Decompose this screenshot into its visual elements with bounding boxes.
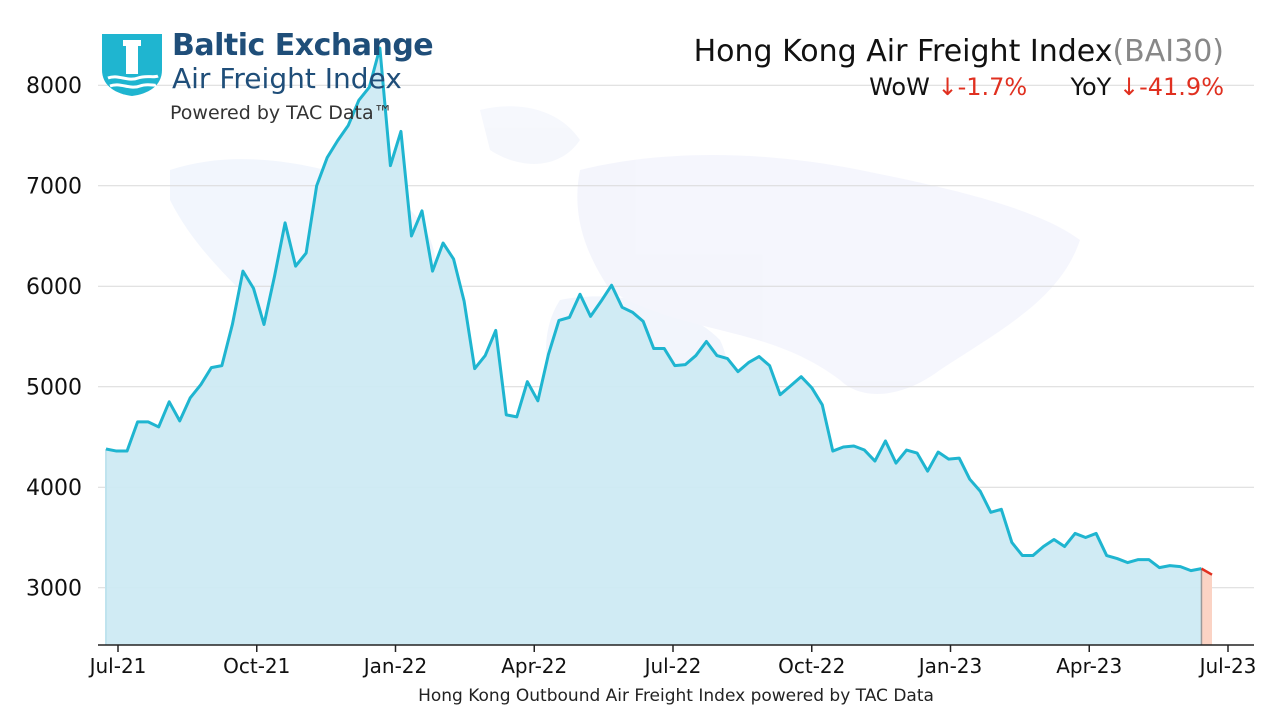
index-code: (BAI30) (1112, 34, 1224, 69)
x-tick-label: Apr-22 (501, 654, 567, 678)
x-tick-label: Jan-22 (362, 654, 428, 678)
lighthouse-logo-icon (102, 34, 162, 96)
last-week-area-fill (1201, 568, 1212, 645)
x-tick-label: Oct-21 (223, 654, 290, 678)
y-tick-label: 6000 (26, 275, 82, 300)
x-axis-ticks: Jul-21 Oct-21 Jan-22 Apr-22 Jul-22 Oct-22 Jan-… (88, 645, 1257, 678)
chart-header: Hong Kong Air Freight Index(BAI30) WoW ↓… (694, 34, 1224, 101)
x-tick-label: Oct-22 (778, 654, 845, 678)
x-tick-label: Apr-23 (1056, 654, 1122, 678)
baltic-exchange-logo: Baltic Exchange Air Freight Index Powere… (100, 28, 434, 128)
yoy-value: ↓-41.9% (1118, 73, 1224, 101)
last-week-line (1200, 567, 1213, 576)
logo-powered-by: Powered by TAC Data™ (170, 102, 393, 124)
x-tick-label: Jul-23 (1198, 654, 1257, 678)
chart-title: Hong Kong Air Freight Index(BAI30) (694, 34, 1224, 69)
x-tick-label: Jan-23 (917, 654, 983, 678)
series-line (105, 46, 1202, 573)
x-tick-label: Jul-22 (643, 654, 702, 678)
series-area-fill (106, 48, 1202, 646)
x-axis-label: Hong Kong Outbound Air Freight Index pow… (418, 686, 934, 706)
y-tick-label: 4000 (26, 476, 82, 501)
wow-value: ↓-1.7% (937, 73, 1028, 101)
y-axis-ticks: 3000 4000 5000 6000 7000 8000 (26, 74, 82, 601)
yoy-label: YoY (1070, 73, 1112, 101)
logo-title: Baltic Exchange (172, 28, 434, 63)
chart-title-text: Hong Kong Air Freight Index (693, 34, 1113, 69)
x-tick-label: Jul-21 (88, 654, 147, 678)
y-tick-label: 5000 (26, 376, 82, 401)
change-summary: WoW ↓-1.7% YoY ↓-41.9% (694, 73, 1224, 101)
chart-series-area (105, 46, 1213, 646)
y-tick-label: 7000 (26, 175, 82, 200)
y-tick-label: 3000 (26, 577, 82, 602)
y-tick-label: 8000 (26, 74, 82, 99)
wow-label: WoW (869, 73, 930, 101)
logo-subtitle: Air Freight Index (172, 62, 402, 95)
